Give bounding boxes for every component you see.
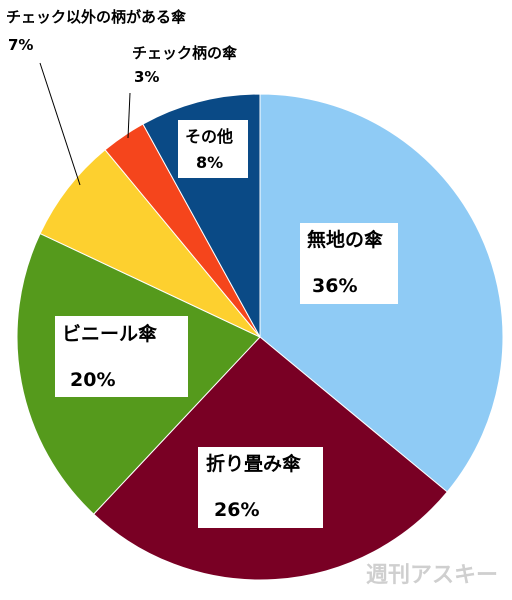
slice-labels: 無地の傘 36% 折り畳み傘 26% ビニール傘 20% チェック以外の柄がある傘 7% チェッ…	[6, 8, 398, 528]
slice-label-box	[55, 316, 188, 397]
slice-label: その他	[185, 127, 233, 146]
slice-label: チェック以外の柄がある傘	[6, 8, 187, 26]
slice-label: 無地の傘	[307, 228, 384, 251]
slice-label: チェック柄の傘	[132, 44, 238, 62]
pie-slice	[39, 149, 261, 338]
slice-label: ビニール傘	[62, 322, 158, 345]
slice-value-label: 7%	[8, 36, 33, 54]
slice-value-label: 20%	[70, 369, 115, 391]
leader-line	[127, 92, 131, 139]
leader-lines	[39, 62, 131, 186]
slice-label: 折り畳み傘	[206, 452, 302, 475]
slice-label-box	[300, 223, 398, 304]
leader-line	[39, 62, 81, 186]
slice-value-label: 26%	[214, 499, 259, 521]
slice-value-label: 36%	[312, 275, 357, 297]
slice-label-box	[198, 447, 323, 528]
watermark: 週刊アスキー	[366, 563, 498, 588]
slice-value-label: 8%	[196, 153, 223, 172]
slice-label-box	[178, 120, 248, 178]
slice-value-label: 3%	[134, 68, 159, 86]
